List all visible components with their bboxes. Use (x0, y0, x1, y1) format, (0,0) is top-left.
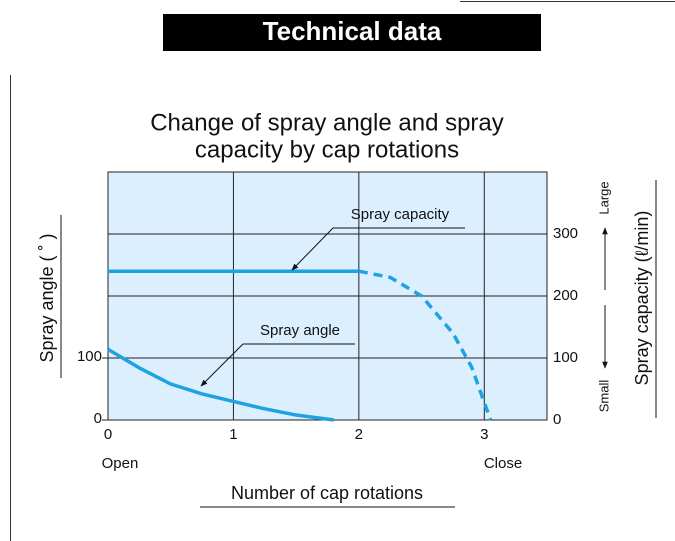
y2-tick-label: 0 (553, 411, 561, 428)
y2-end-label: Small (596, 380, 611, 413)
y2-end-label: Large (596, 181, 611, 214)
series-label: Spray angle (260, 322, 340, 339)
x-end-label: Open (102, 455, 139, 472)
x-tick-label: 1 (229, 426, 237, 443)
plot: 0 1 2 3 0 100 200 300 0 100 (77, 171, 578, 443)
y2-tick-label: 200 (553, 287, 578, 304)
x-axis-label: Number of cap rotations (231, 483, 423, 503)
x-tick-label: 3 (480, 426, 488, 443)
x-tick-label: 0 (104, 426, 112, 443)
chart-title: capacity by cap rotations (195, 136, 459, 163)
y-tick-label: 100 (77, 348, 102, 365)
x-end-label: Close (484, 455, 522, 472)
series-label: Spray capacity (351, 206, 450, 223)
series-line (107, 347, 335, 422)
arrow (200, 343, 244, 387)
x-tick-label: 2 (355, 426, 363, 443)
series-line (358, 269, 493, 421)
y-tick-label: 0 (94, 410, 102, 427)
header-title: Technical data (263, 16, 442, 46)
y-axis-label: Spray angle ( ˚ ) (37, 233, 57, 362)
header-bar (163, 14, 541, 51)
y2-tick-label: 100 (553, 349, 578, 366)
y2-axis-label: Spray capacity (ℓ/min) (632, 211, 652, 386)
arrow (291, 227, 334, 271)
y2-tick-label: 300 (553, 225, 578, 242)
chart-title: Change of spray angle and spray (150, 109, 504, 136)
